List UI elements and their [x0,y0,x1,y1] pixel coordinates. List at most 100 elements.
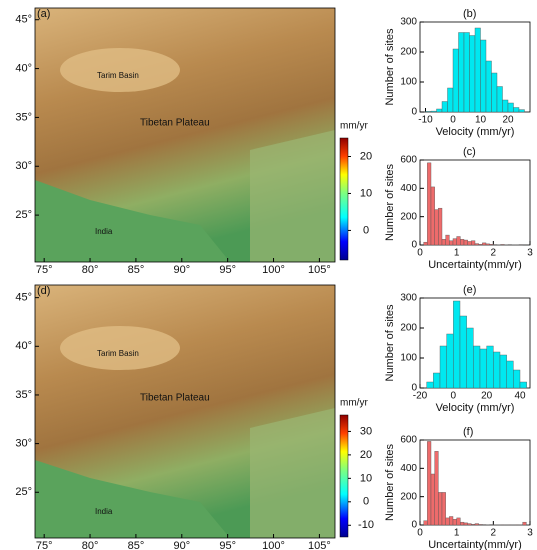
y-tick-label: 300 [400,17,417,28]
plot-frame [34,284,336,539]
x-tick-label: 85° [128,264,145,276]
x-tick-label: 0 [417,528,423,539]
y-tick-label: 100 [400,77,417,88]
x-tick-label: 95° [219,264,236,276]
plot-frame [34,7,336,263]
histogram-bar [506,360,514,389]
panel-label: (b) [463,8,476,20]
x-axis-label: Velocity (mm/yr) [436,126,515,138]
x-tick-label: 20 [502,115,514,126]
histogram-bar [474,523,479,526]
histogram-bar [474,243,479,246]
histogram-bar [489,244,494,246]
histogram-bar [439,345,447,389]
y-tick-label: 200 [400,211,417,222]
annotation: India [95,227,113,236]
histogram-bar [459,315,467,389]
colorbar-tick-label: -10 [358,519,374,531]
histogram-bar [467,241,472,246]
histogram-bar [452,238,457,246]
histogram-bar [426,381,434,389]
colorbar-label: mm/yr [340,121,368,132]
histogram-bar [452,519,457,526]
colorbar-tick-label: 10 [360,187,372,199]
y-tick-label: 45° [15,292,32,304]
colorbar [339,414,349,538]
histogram-bar [474,27,481,113]
panel-label: (e) [463,284,476,296]
y-tick-label: 400 [400,183,417,194]
x-tick-label: 10 [475,115,487,126]
histogram-bar [499,354,507,389]
histogram-bar [453,300,461,389]
histogram-bar [438,492,443,526]
y-tick-label: 600 [400,155,417,166]
x-tick-label: 100° [262,540,285,550]
histogram-bar [507,102,514,113]
colorbar-tick-label: 20 [360,150,372,162]
x-tick-label: 85° [128,540,145,550]
histogram-bar [485,60,492,113]
y-tick-label: 25° [15,486,32,498]
map-background [35,8,335,262]
x-tick-label: 105° [308,264,331,276]
histogram-bar [436,108,443,113]
histogram-bar [427,162,432,246]
histogram-bar [434,451,439,526]
y-tick-label: 0 [411,240,417,251]
histogram-bar [430,110,437,113]
histogram-bar [471,240,476,246]
y-tick-label: 40° [15,340,32,352]
panel-label: (c) [463,146,476,158]
histogram-bar [485,243,490,246]
histogram-bar [496,86,503,113]
x-axis-label: Velocity (mm/yr) [436,402,515,414]
histogram-bar [463,239,468,246]
histogram-bar [460,521,465,526]
histogram-bar [427,441,432,526]
histogram-bar [518,109,525,113]
x-tick-label: 75° [36,264,53,276]
y-axis-label: Number of sites [384,163,396,241]
x-tick-label: 90° [173,540,190,550]
y-tick-label: 30° [15,438,32,450]
histogram-bar [466,327,474,389]
histogram-bar [430,473,435,526]
histogram-bar [491,72,498,113]
histogram-bar [500,244,505,246]
x-tick-label: 3 [527,248,533,259]
histogram-bar [446,333,454,389]
x-tick-label: 95° [219,540,236,550]
histogram-bar [463,32,470,113]
x-tick-label: 2 [491,528,497,539]
colorbar [339,137,349,261]
x-tick-label: 80° [82,264,99,276]
x-tick-label: 40 [514,391,526,402]
annotation: Tibetan Plateau [140,393,210,404]
colorbar-tick-label: 10 [360,472,372,484]
x-tick-label: 1 [454,528,460,539]
x-tick-label: 105° [308,540,331,550]
map-background [35,285,335,538]
histogram-bar [473,345,481,389]
histogram-bar [425,111,432,113]
y-tick-label: 200 [400,323,417,334]
histogram-bar [441,101,448,113]
x-tick-label: 90° [173,264,190,276]
y-tick-label: 0 [411,520,417,531]
histogram-bar [441,492,446,526]
x-tick-label: 100° [262,264,285,276]
histogram-bar [456,236,461,246]
x-tick-label: -20 [413,391,428,402]
y-tick-label: 45° [15,14,32,26]
y-tick-label: 200 [400,47,417,58]
histogram-bar [449,240,454,246]
y-axis-label: Number of sites [384,28,396,106]
histogram-bar [519,381,527,389]
histogram-bar [452,48,459,113]
histogram-bar [482,242,487,246]
x-axis-label: Uncertainty(mm/yr) [428,539,522,550]
colorbar-tick-label: 0 [363,224,369,236]
histogram-bar [433,372,441,389]
y-tick-label: 400 [400,463,417,474]
